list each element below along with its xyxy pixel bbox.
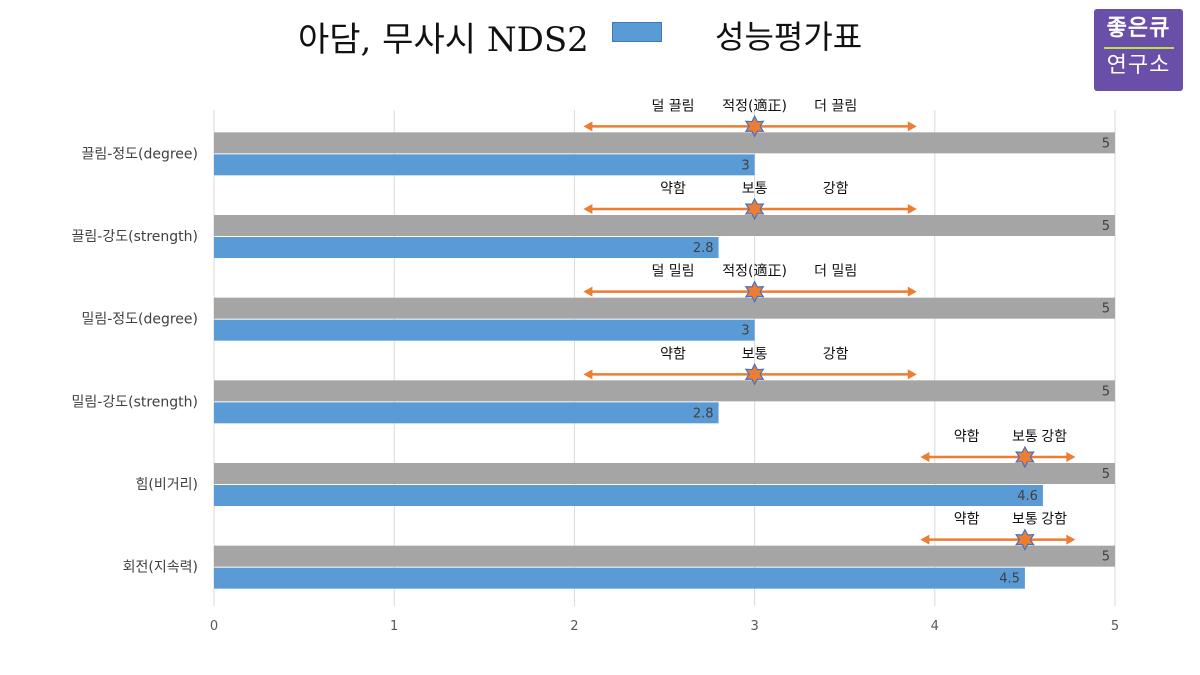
data-label: 5 [1102,550,1110,565]
x-tick-label: 1 [390,619,398,634]
logo-line2: 연구소 [1106,53,1171,78]
data-label: 5 [1102,302,1110,317]
bar-score [214,402,719,424]
data-label: 5 [1102,136,1110,151]
data-label: 3 [741,158,749,173]
category-label: 회전(지속력) [123,560,198,576]
star-marker [744,362,765,386]
star-marker [744,280,765,304]
data-label: 5 [1102,384,1110,399]
brand-logo: 좋은큐 연구소 [1094,9,1183,91]
range-arrow-right-head [907,204,917,214]
bar-score [214,567,1025,589]
bar-max [214,463,1115,484]
annotation-center-label: 보통 [742,346,768,362]
star-marker [1015,528,1035,552]
annotation-right-label: 강함 [1041,429,1067,445]
annotation-left-label: 약함 [660,181,686,197]
chart-header: 아담, 무사시 NDS2 성능평가표 [0,0,1200,70]
annotation-left-label: 덜 끌림 [651,98,694,114]
legend-swatch [612,22,662,42]
annotation-center-label: 보통 [742,181,768,197]
data-label: 4.6 [1017,489,1038,504]
star-marker [1015,445,1035,469]
range-arrow-left-head [583,121,593,132]
range-arrow-right-head [1066,534,1076,545]
category-label: 밀림-정도(degree) [81,312,198,328]
range-arrow-right-head [1066,452,1076,462]
logo-line1: 좋은큐 [1106,16,1171,41]
annotation-left-label: 덜 밀림 [651,264,694,280]
annotation-left-label: 약함 [954,512,980,528]
annotation-right-label: 강함 [823,346,849,362]
bar-score [214,237,719,258]
range-arrow-right-head [907,286,917,297]
x-tick-label: 2 [570,619,578,634]
data-label: 4.5 [999,572,1020,587]
data-label: 2.8 [693,241,714,256]
data-label: 3 [741,324,749,339]
range-arrow-left-head [583,286,593,297]
chart-title-right: 성능평가표 [715,18,863,56]
x-tick-label: 5 [1111,619,1119,634]
category-label: 끌림-강도(strength) [72,229,198,245]
range-arrow-left-head [583,204,593,214]
x-tick-label: 3 [750,619,758,634]
data-label: 2.8 [693,406,714,421]
range-arrow-right-head [907,121,917,132]
annotation-left-label: 약함 [954,429,980,445]
bar-score [214,154,755,176]
range-arrow-left-head [920,452,930,462]
category-label: 힘(비거리) [136,477,198,493]
data-label: 5 [1102,219,1110,234]
bar-max [214,132,1115,154]
star-marker [744,197,765,221]
bar-max [214,380,1115,402]
logo-divider [1103,47,1174,49]
bar-max [214,215,1115,236]
bar-max [214,545,1115,567]
annotation-right-label: 더 끌림 [814,98,857,114]
annotation-left-label: 약함 [660,346,686,362]
annotation-right-label: 강함 [1041,512,1067,528]
range-arrow-left-head [583,369,593,380]
bar-score [214,319,755,341]
annotation-right-label: 강함 [823,181,849,197]
x-tick-label: 0 [210,619,218,634]
category-label: 끌림-정도(degree) [81,146,198,162]
annotation-center-label: 적정(適正) [722,97,787,114]
annotation-right-label: 더 밀림 [814,264,857,280]
bar-score [214,485,1043,506]
bar-max [214,297,1115,319]
chart-title-left: 아담, 무사시 NDS2 [298,20,589,60]
range-arrow-right-head [907,369,917,380]
annotation-center-label: 보통 [1012,512,1038,528]
range-arrow-left-head [920,534,930,545]
annotation-center-label: 보통 [1012,429,1038,445]
category-label: 밀림-강도(strength) [72,394,198,410]
annotation-center-label: 적정(適正) [722,263,787,280]
data-label: 5 [1102,467,1110,482]
x-tick-label: 4 [931,619,939,634]
star-marker [744,114,765,138]
